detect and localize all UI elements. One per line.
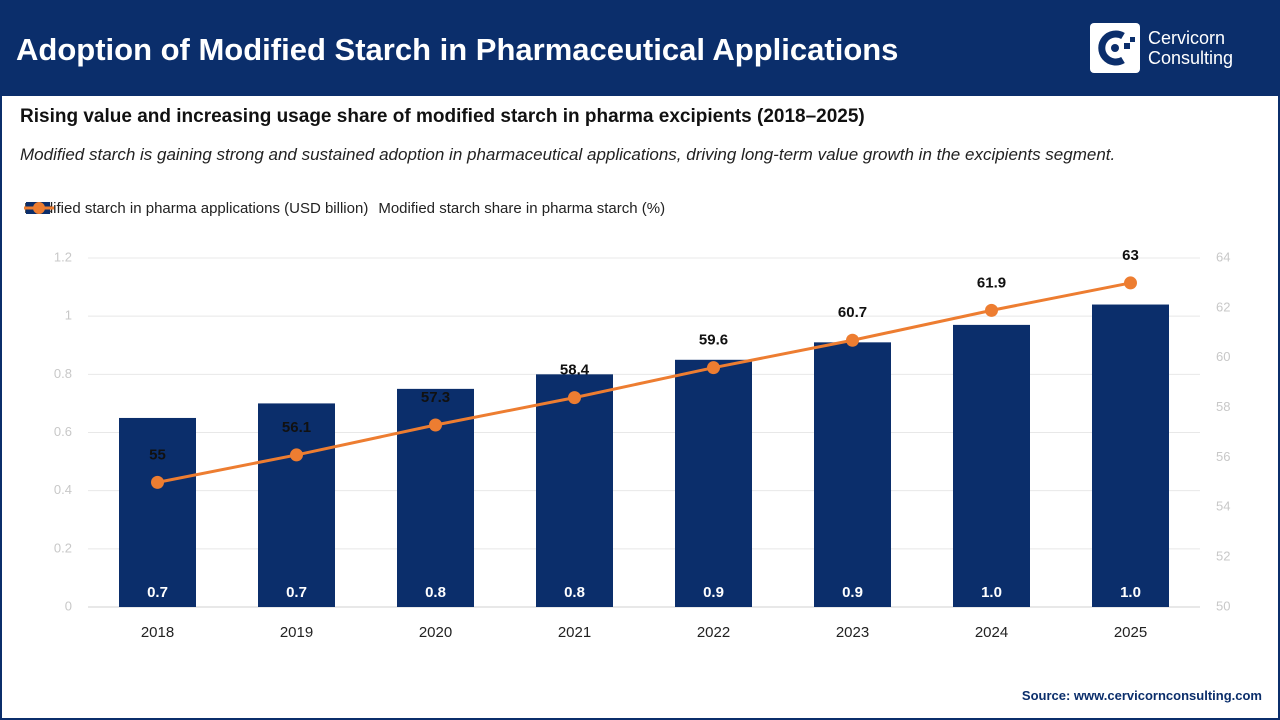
- line-value-label: 61.9: [977, 274, 1006, 291]
- description: Modified starch is gaining strong and su…: [20, 145, 1116, 164]
- bar-value-label: 0.7: [286, 584, 307, 601]
- x-tick-label: 2020: [419, 624, 452, 641]
- bar: [675, 359, 752, 607]
- y2-tick-label: 50: [1216, 598, 1230, 613]
- bar: [258, 403, 335, 607]
- brand: Cervicorn Consulting: [1148, 28, 1233, 68]
- bar: [814, 342, 891, 607]
- y2-tick-label: 60: [1216, 349, 1230, 364]
- line-point: [290, 448, 303, 462]
- line-point: [1124, 276, 1137, 290]
- line-value-label: 57.3: [421, 389, 450, 406]
- y-tick-label: 0: [65, 598, 72, 613]
- y-tick-label: 0.6: [54, 424, 72, 439]
- line-value-label: 59.6: [699, 332, 728, 349]
- y-tick-label: 1.2: [54, 249, 72, 264]
- y-tick-label: 0.8: [54, 366, 72, 381]
- x-tick-label: 2024: [975, 624, 1008, 641]
- legend-item: Modified starch share in pharma starch (…: [24, 200, 666, 217]
- line-value-label: 60.7: [838, 304, 867, 321]
- legend-label: Modified starch share in pharma starch (…: [378, 200, 666, 217]
- bar-value-label: 0.9: [703, 584, 724, 601]
- y2-tick-label: 58: [1216, 399, 1230, 414]
- line-point: [568, 391, 581, 405]
- x-tick-label: 2018: [141, 624, 174, 641]
- y-tick-label: 0.4: [54, 482, 72, 497]
- line-point: [985, 303, 998, 317]
- bar-value-label: 0.9: [842, 584, 863, 601]
- line-point: [151, 475, 164, 489]
- bar-value-label: 0.8: [564, 584, 585, 601]
- bar-value-label: 0.7: [147, 584, 168, 601]
- brand-line: Cervicorn: [1148, 28, 1226, 48]
- x-tick-label: 2019: [280, 624, 313, 641]
- bar-value-label: 0.8: [425, 584, 446, 601]
- y2-tick-label: 64: [1216, 249, 1230, 264]
- legend: Modified starch in pharma applications (…: [24, 200, 675, 217]
- line-point: [846, 333, 859, 347]
- x-tick-label: 2021: [558, 624, 591, 641]
- line-value-label: 63: [1122, 247, 1139, 264]
- bar-value-label: 1.0: [1120, 584, 1141, 601]
- line-value-label: 58.4: [560, 362, 590, 379]
- brand-line: Consulting: [1148, 48, 1234, 68]
- line-point: [707, 361, 720, 375]
- y2-tick-label: 62: [1216, 299, 1230, 314]
- subtitle: Rising value and increasing usage share …: [20, 106, 865, 127]
- bar: [1092, 304, 1169, 607]
- bar: [953, 324, 1030, 607]
- line-value-label: 56.1: [282, 419, 311, 436]
- legend-item: Modified starch in pharma applications (…: [24, 200, 368, 217]
- y2-tick-label: 56: [1216, 449, 1230, 464]
- header: Adoption of Modified Starch in Pharmaceu…: [2, 2, 1278, 96]
- line: [157, 281, 1131, 484]
- legend-label: Modified starch in pharma applications (…: [24, 200, 369, 217]
- y-tick-label: 0.2: [54, 540, 72, 555]
- title: Adoption of Modified Starch in Pharmaceu…: [16, 32, 899, 67]
- logo-icon: [1098, 30, 1135, 66]
- bar: [119, 417, 196, 607]
- bar: [536, 374, 613, 607]
- y2-tick-label: 52: [1216, 549, 1230, 564]
- line-point: [429, 418, 442, 432]
- legend-dot: [33, 202, 45, 214]
- source: Source: www.cervicornconsulting.com: [1021, 688, 1262, 703]
- y-tick-label: 1: [65, 308, 72, 323]
- x-tick-label: 2025: [1114, 624, 1147, 641]
- logo: [1090, 23, 1140, 73]
- bar-value-label: 1.0: [981, 584, 1002, 601]
- line-value-label: 55: [149, 446, 166, 463]
- x-tick-label: 2022: [697, 624, 730, 641]
- y2-tick-label: 54: [1216, 499, 1230, 514]
- legend-key: [24, 202, 54, 214]
- x-tick-label: 2023: [836, 624, 869, 641]
